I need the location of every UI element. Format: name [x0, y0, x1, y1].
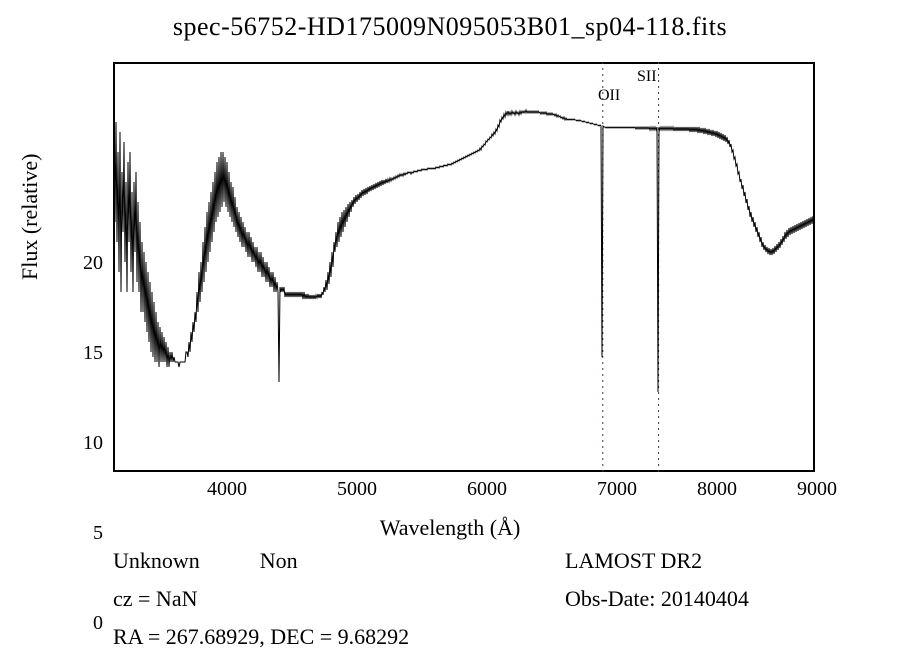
- object-type-label: Unknown: [113, 542, 200, 580]
- x-tick-9000: 9000: [787, 478, 847, 501]
- chart-title: spec-56752-HD175009N095053B01_sp04-118.f…: [0, 12, 900, 42]
- bottom-left-annotations: Unknown Non cz = NaN RA = 267.68929, DEC…: [113, 542, 409, 656]
- non-label: Non: [260, 542, 298, 580]
- x-tick-7000: 7000: [587, 478, 647, 501]
- x-tick-4000: 4000: [197, 478, 257, 501]
- obs-date-label: Obs-Date: 20140404: [565, 580, 749, 618]
- cz-label: cz = NaN: [113, 580, 409, 618]
- x-tick-5000: 5000: [327, 478, 387, 501]
- bottom-right-annotations: LAMOST DR2 Obs-Date: 20140404: [565, 542, 749, 618]
- x-tick-8000: 8000: [687, 478, 747, 501]
- ra-dec-label: RA = 267.68929, DEC = 9.68292: [113, 618, 409, 656]
- survey-label: LAMOST DR2: [565, 542, 749, 580]
- x-axis-label: Wavelength (Å): [0, 515, 900, 541]
- y-tick-10: 10: [63, 432, 103, 455]
- chart-container: spec-56752-HD175009N095053B01_sp04-118.f…: [0, 0, 900, 650]
- y-tick-15: 15: [63, 342, 103, 365]
- y-tick-0: 0: [63, 612, 103, 635]
- x-tick-6000: 6000: [457, 478, 517, 501]
- y-axis-label: Flux (relative): [17, 154, 43, 280]
- spectrum-plot[interactable]: [113, 62, 815, 472]
- y-tick-20: 20: [63, 252, 103, 275]
